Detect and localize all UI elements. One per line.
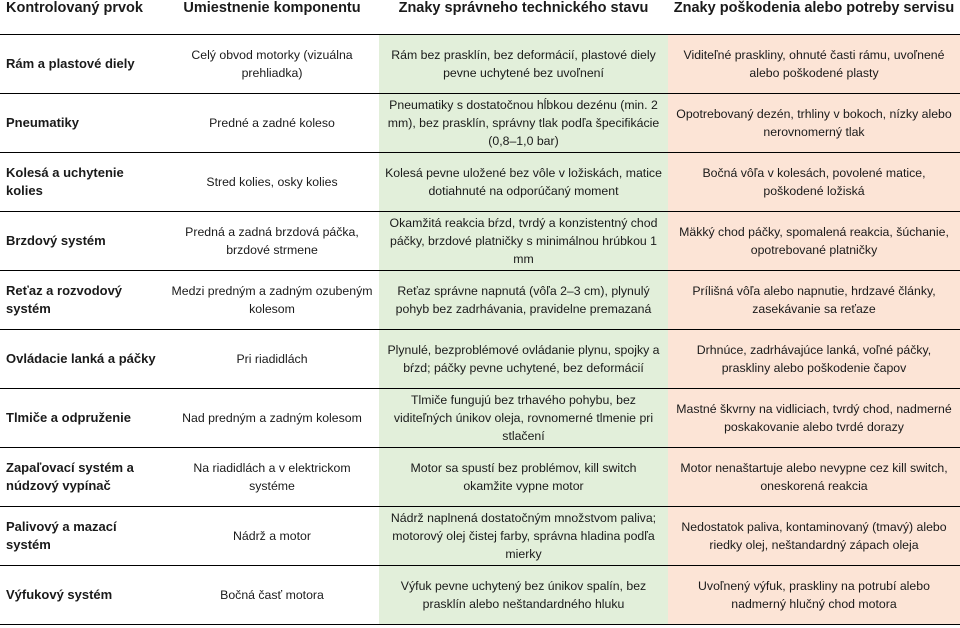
cell-prvok: Kolesá a uchytenie kolies (0, 152, 165, 212)
cell-poskodenie: Prílišná vôľa alebo napnutie, hrdzavé čl… (668, 270, 960, 330)
cell-umiestnenie: Predné a zadné koleso (165, 93, 379, 153)
header-poskodenie: Znaky poškodenia alebo potreby servisu (668, 0, 960, 35)
cell-prvok: Zapaľovací systém a núdzový vypínač (0, 447, 165, 507)
cell-spravny-stav: Výfuk pevne uchytený bez únikov spalín, … (379, 565, 668, 625)
cell-umiestnenie: Nad predným a zadným kolesom (165, 388, 379, 448)
cell-spravny-stav: Pneumatiky s dostatočnou hĺbkou dezénu (… (379, 93, 668, 153)
table-header: Kontrolovaný prvok Umiestnenie komponent… (0, 0, 960, 35)
table-row: Výfukový systém Bočná časť motora Výfuk … (0, 565, 960, 625)
cell-prvok: Reťaz a rozvodový systém (0, 270, 165, 330)
cell-spravny-stav: Tlmiče fungujú bez trhavého pohybu, bez … (379, 388, 668, 448)
table-row: Zapaľovací systém a núdzový vypínač Na r… (0, 447, 960, 507)
cell-umiestnenie: Stred kolies, osky kolies (165, 152, 379, 212)
table-row: Kolesá a uchytenie kolies Stred kolies, … (0, 152, 960, 212)
cell-umiestnenie: Na riadidlách a v elektrickom systéme (165, 447, 379, 507)
table-row: Pneumatiky Predné a zadné koleso Pneumat… (0, 93, 960, 153)
cell-prvok: Tlmiče a odpruženie (0, 388, 165, 448)
cell-poskodenie: Mastné škvrny na vidliciach, tvrdý chod,… (668, 388, 960, 448)
cell-poskodenie: Uvoľnený výfuk, praskliny na potrubí ale… (668, 565, 960, 625)
table-row: Palivový a mazací systém Nádrž a motor N… (0, 506, 960, 566)
cell-prvok: Výfukový systém (0, 565, 165, 625)
cell-umiestnenie: Predná a zadná brzdová páčka, brzdové st… (165, 211, 379, 271)
cell-spravny-stav: Plynulé, bezproblémové ovládanie plynu, … (379, 329, 668, 389)
cell-poskodenie: Drhnúce, zadrhávajúce lanká, voľné páčky… (668, 329, 960, 389)
cell-poskodenie: Bočná vôľa v kolesách, povolené matice, … (668, 152, 960, 212)
table-row: Brzdový systém Predná a zadná brzdová pá… (0, 211, 960, 271)
cell-poskodenie: Opotrebovaný dezén, trhliny v bokoch, ní… (668, 93, 960, 153)
header-umiestnenie: Umiestnenie komponentu (165, 0, 379, 35)
table-body: Rám a plastové diely Celý obvod motorky … (0, 34, 960, 625)
cell-prvok: Palivový a mazací systém (0, 506, 165, 566)
cell-spravny-stav: Rám bez prasklín, bez deformácií, plasto… (379, 34, 668, 94)
cell-spravny-stav: Nádrž naplnená dostatočným množstvom pal… (379, 506, 668, 566)
cell-spravny-stav: Motor sa spustí bez problémov, kill swit… (379, 447, 668, 507)
cell-prvok: Ovládacie lanká a páčky (0, 329, 165, 389)
header-spravny-stav: Znaky správneho technického stavu (379, 0, 668, 35)
header-row: Kontrolovaný prvok Umiestnenie komponent… (0, 0, 960, 35)
cell-spravny-stav: Reťaz správne napnutá (vôľa 2–3 cm), ply… (379, 270, 668, 330)
cell-prvok: Rám a plastové diely (0, 34, 165, 94)
cell-umiestnenie: Bočná časť motora (165, 565, 379, 625)
cell-umiestnenie: Medzi predným a zadným ozubeným kolesom (165, 270, 379, 330)
cell-poskodenie: Nedostatok paliva, kontaminovaný (tmavý)… (668, 506, 960, 566)
table-row: Tlmiče a odpruženie Nad predným a zadným… (0, 388, 960, 448)
cell-prvok: Brzdový systém (0, 211, 165, 271)
cell-prvok: Pneumatiky (0, 93, 165, 153)
cell-poskodenie: Viditeľné praskliny, ohnuté časti rámu, … (668, 34, 960, 94)
cell-umiestnenie: Pri riadidlách (165, 329, 379, 389)
cell-umiestnenie: Celý obvod motorky (vizuálna prehliadka) (165, 34, 379, 94)
cell-poskodenie: Motor nenaštartuje alebo nevypne cez kil… (668, 447, 960, 507)
cell-umiestnenie: Nádrž a motor (165, 506, 379, 566)
table-row: Ovládacie lanká a páčky Pri riadidlách P… (0, 329, 960, 389)
cell-poskodenie: Mäkký chod páčky, spomalená reakcia, šúc… (668, 211, 960, 271)
cell-spravny-stav: Kolesá pevne uložené bez vôle v ložiskác… (379, 152, 668, 212)
header-kontrolovany-prvok: Kontrolovaný prvok (0, 0, 165, 35)
cell-spravny-stav: Okamžitá reakcia bŕzd, tvrdý a konzisten… (379, 211, 668, 271)
table-row: Rám a plastové diely Celý obvod motorky … (0, 34, 960, 94)
table-row: Reťaz a rozvodový systém Medzi predným a… (0, 270, 960, 330)
